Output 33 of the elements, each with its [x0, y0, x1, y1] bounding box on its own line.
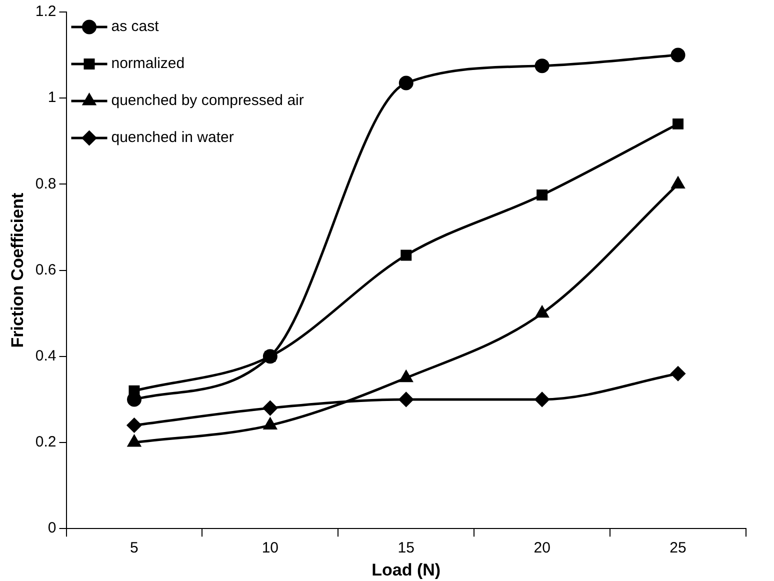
point: [398, 392, 414, 407]
y-tick-label: 0: [48, 520, 56, 537]
y-axis-title: Friction Coefficient: [8, 192, 27, 348]
point: [536, 189, 548, 200]
y-tick-label: 0.4: [35, 348, 56, 365]
y-tick-label: 0.6: [35, 261, 56, 278]
point: [128, 435, 141, 447]
point: [670, 48, 686, 62]
legend-label: as cast: [111, 18, 160, 36]
x-tick-label: 5: [130, 540, 138, 557]
point: [262, 400, 278, 416]
x-axis-title: Load (N): [372, 560, 441, 580]
y-tick-label: 1: [48, 89, 56, 106]
point: [670, 366, 686, 381]
point: [400, 250, 412, 261]
x-tick-label: 20: [534, 540, 550, 557]
legend-label: normalized: [111, 55, 185, 72]
x-tick-label: 15: [398, 540, 414, 557]
point: [536, 306, 549, 318]
point: [534, 392, 550, 407]
point: [126, 418, 142, 433]
x-tick-label: 10: [262, 540, 279, 557]
x-tick-label: 25: [670, 540, 686, 557]
y-tick-label: 0.2: [35, 434, 56, 451]
point: [672, 118, 684, 130]
point: [264, 418, 277, 430]
legend-label: quenched in water: [111, 129, 234, 146]
point: [400, 370, 413, 382]
point: [534, 58, 550, 74]
legend-label: quenched by compressed air: [111, 92, 304, 110]
y-tick-label: 1.2: [35, 3, 56, 20]
y-tick-label: 0.8: [35, 175, 56, 192]
point: [398, 76, 414, 90]
